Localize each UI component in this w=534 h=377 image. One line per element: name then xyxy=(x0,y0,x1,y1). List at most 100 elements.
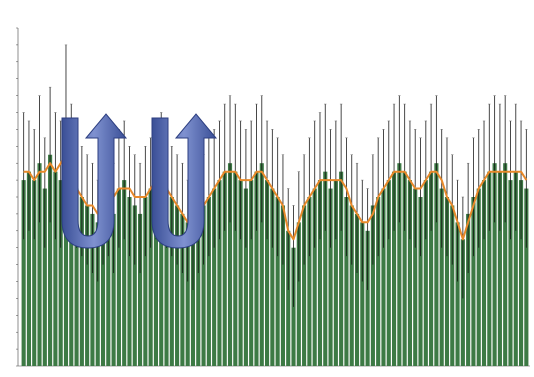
bar xyxy=(312,188,317,366)
u-turn-arrow-icon xyxy=(61,113,128,249)
bar xyxy=(69,163,74,366)
bar xyxy=(21,180,26,366)
bar xyxy=(127,197,132,366)
bar xyxy=(233,171,238,366)
bar xyxy=(63,129,69,366)
bar xyxy=(370,205,375,366)
bar xyxy=(58,180,63,366)
bar xyxy=(201,205,206,366)
bar xyxy=(53,171,58,366)
bar xyxy=(185,222,190,366)
bar xyxy=(286,230,291,366)
bar xyxy=(180,213,185,366)
bar xyxy=(275,197,280,366)
bar xyxy=(190,230,196,366)
bar xyxy=(317,180,323,366)
bar xyxy=(79,197,84,366)
bar xyxy=(42,188,47,366)
bar xyxy=(376,197,381,366)
bar xyxy=(439,188,444,366)
bar xyxy=(90,213,95,366)
bar xyxy=(333,180,338,366)
bar xyxy=(222,171,227,366)
bar xyxy=(513,171,518,366)
bar xyxy=(249,180,254,366)
bar xyxy=(26,171,32,366)
arrows-group xyxy=(61,113,218,249)
bar xyxy=(227,163,233,366)
bar xyxy=(349,205,354,366)
bar xyxy=(164,188,169,366)
bar xyxy=(32,180,37,366)
bar xyxy=(296,222,301,366)
bar xyxy=(492,163,497,366)
bar xyxy=(153,180,159,366)
bar xyxy=(413,188,418,366)
bar xyxy=(111,213,116,366)
bar xyxy=(264,180,270,366)
bar xyxy=(254,171,259,366)
bar xyxy=(460,239,465,366)
bar xyxy=(386,180,391,366)
bar xyxy=(270,188,275,366)
bar xyxy=(397,163,402,366)
bar xyxy=(518,180,524,366)
u-turn-arrow-icon xyxy=(151,113,218,249)
bar xyxy=(429,171,434,366)
bar xyxy=(100,205,106,366)
bar xyxy=(391,171,397,366)
bar xyxy=(307,197,312,366)
bar xyxy=(508,180,513,366)
bar xyxy=(434,163,439,366)
bar xyxy=(196,213,201,366)
bar xyxy=(175,205,180,366)
bar xyxy=(217,180,222,366)
bar xyxy=(143,197,148,366)
bar xyxy=(37,163,42,366)
bar xyxy=(365,230,370,366)
bar xyxy=(323,171,328,366)
bar xyxy=(450,205,455,366)
bar xyxy=(423,180,428,366)
bar xyxy=(132,205,137,366)
bar xyxy=(206,197,211,366)
bar xyxy=(471,197,476,366)
bar xyxy=(354,213,360,366)
bar xyxy=(381,188,386,366)
bar xyxy=(122,180,127,366)
bar xyxy=(302,205,307,366)
bar xyxy=(407,180,413,366)
bar xyxy=(328,188,333,366)
bar xyxy=(159,171,164,366)
bar xyxy=(402,171,407,366)
bar xyxy=(344,197,349,366)
bar xyxy=(524,188,529,366)
bar xyxy=(280,205,286,366)
bar xyxy=(106,197,111,366)
bar xyxy=(259,163,264,366)
bar xyxy=(212,188,217,366)
bar xyxy=(455,222,460,366)
bar xyxy=(137,213,143,366)
bar xyxy=(85,205,90,366)
bar xyxy=(339,171,344,366)
bar xyxy=(418,197,423,366)
bar xyxy=(503,163,508,366)
bars-group xyxy=(21,129,529,366)
bar xyxy=(243,188,248,366)
bar xyxy=(476,188,481,366)
bar xyxy=(481,180,487,366)
bar xyxy=(169,197,174,366)
bar xyxy=(95,222,100,366)
bar xyxy=(466,213,471,366)
bar xyxy=(444,197,450,366)
bar xyxy=(116,188,121,366)
bar xyxy=(487,171,492,366)
bar xyxy=(497,171,502,366)
bar xyxy=(74,188,79,366)
bar xyxy=(360,222,365,366)
bar xyxy=(48,154,53,366)
bar xyxy=(238,180,243,366)
